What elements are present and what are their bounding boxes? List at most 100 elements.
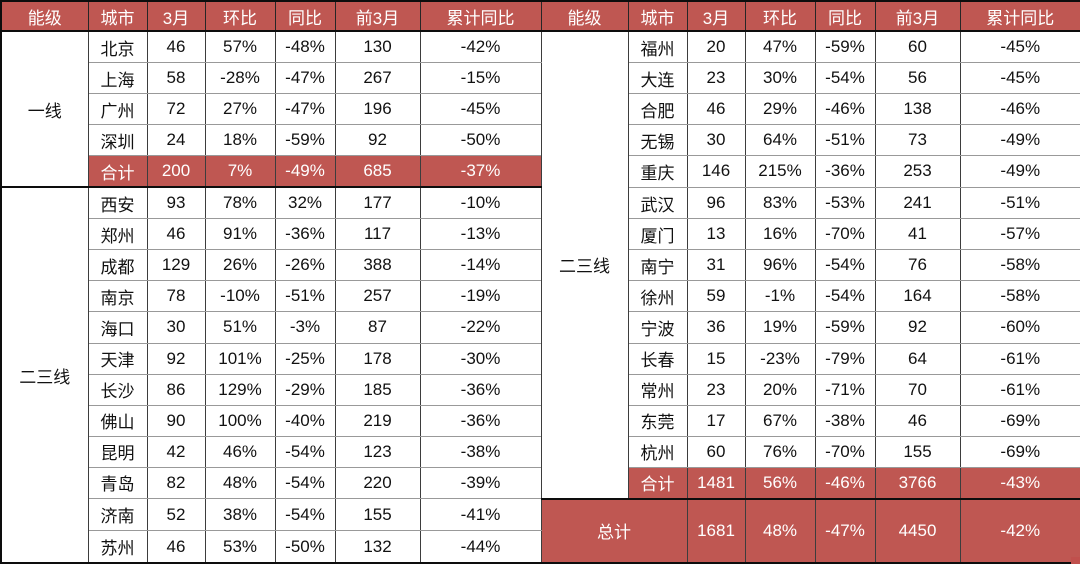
city-cell: 济南 bbox=[87, 498, 148, 532]
first3m-cell: 46 bbox=[874, 404, 961, 437]
m3-cell: 36 bbox=[686, 311, 746, 344]
cum-cell: -19% bbox=[419, 280, 542, 313]
col-header-tier: 能级 bbox=[540, 0, 629, 32]
mom-cell: 26% bbox=[204, 249, 276, 282]
city-cell: 青岛 bbox=[87, 466, 148, 500]
city-cell: 杭州 bbox=[627, 435, 688, 468]
yoy-cell: -3% bbox=[274, 311, 336, 344]
first3m-cell: 177 bbox=[334, 186, 421, 220]
first3m-cell: 3766 bbox=[874, 466, 961, 500]
yoy-cell: -38% bbox=[814, 404, 876, 437]
mom-cell: 56% bbox=[744, 466, 816, 500]
first3m-cell: 220 bbox=[334, 466, 421, 500]
header-row: 能级 城市 3月 环比 同比 前3月 累计同比 能级 城市 3月 环比 同比 前… bbox=[0, 0, 1080, 32]
first3m-cell: 73 bbox=[874, 124, 961, 157]
m3-cell: 60 bbox=[686, 435, 746, 468]
m3-cell: 96 bbox=[686, 186, 746, 220]
city-cell: 西安 bbox=[87, 186, 148, 220]
yoy-cell: -46% bbox=[814, 93, 876, 126]
m3-cell: 90 bbox=[146, 404, 206, 437]
city-cell: 广州 bbox=[87, 93, 148, 126]
yoy-cell: -54% bbox=[274, 498, 336, 532]
m3-cell: 146 bbox=[686, 155, 746, 188]
yoy-cell: -70% bbox=[814, 218, 876, 251]
col-header-first3m: 前3月 bbox=[334, 0, 421, 32]
mom-cell: 7% bbox=[204, 155, 276, 189]
table-row: 苏州 46 53% -50% 132 -44% bbox=[1, 530, 1080, 564]
cum-cell: -49% bbox=[959, 155, 1080, 188]
mom-cell: 38% bbox=[204, 498, 276, 532]
m3-cell: 1481 bbox=[686, 466, 746, 500]
first3m-cell: 185 bbox=[334, 373, 421, 406]
m3-cell: 23 bbox=[686, 373, 746, 406]
cum-cell: -58% bbox=[959, 249, 1080, 282]
first3m-cell: 92 bbox=[334, 124, 421, 157]
yoy-cell: -54% bbox=[814, 249, 876, 282]
col-header-tier: 能级 bbox=[0, 0, 89, 32]
first3m-cell: 164 bbox=[874, 280, 961, 313]
yoy-cell: -49% bbox=[274, 155, 336, 189]
cum-cell: -41% bbox=[419, 498, 542, 532]
first3m-cell: 70 bbox=[874, 373, 961, 406]
table-row: 成都 129 26% -26% 388 -14% 南宁 31 96% -54% … bbox=[1, 249, 1080, 282]
mom-cell: 64% bbox=[744, 124, 816, 157]
city-cell: 常州 bbox=[627, 373, 688, 406]
table-row: 深圳 24 18% -59% 92 -50% 无锡 30 64% -51% 73… bbox=[1, 124, 1080, 157]
yoy-cell: -25% bbox=[274, 342, 336, 375]
col-header-first3m: 前3月 bbox=[874, 0, 961, 32]
cum-cell: -45% bbox=[419, 93, 542, 126]
city-cell: 佛山 bbox=[87, 404, 148, 437]
mom-cell: 18% bbox=[204, 124, 276, 157]
m3-cell: 24 bbox=[146, 124, 206, 157]
cum-cell: -51% bbox=[959, 186, 1080, 220]
cum-cell: -46% bbox=[959, 93, 1080, 126]
m3-cell: 58 bbox=[146, 62, 206, 95]
cum-cell: -22% bbox=[419, 311, 542, 344]
yoy-cell: -26% bbox=[274, 249, 336, 282]
first3m-cell: 241 bbox=[874, 186, 961, 220]
m3-cell: 200 bbox=[146, 155, 206, 189]
m3-cell: 46 bbox=[146, 530, 206, 564]
table-row: 海口 30 51% -3% 87 -22% 宁波 36 19% -59% 92 … bbox=[1, 311, 1080, 344]
mom-cell: 100% bbox=[204, 404, 276, 437]
yoy-cell: -47% bbox=[274, 93, 336, 126]
m3-cell: 46 bbox=[146, 218, 206, 251]
cum-cell: -30% bbox=[419, 342, 542, 375]
yoy-cell: -79% bbox=[814, 342, 876, 375]
first3m-cell: 155 bbox=[874, 435, 961, 468]
table-row: 广州 72 27% -47% 196 -45% 合肥 46 29% -46% 1… bbox=[1, 93, 1080, 126]
yoy-cell: -36% bbox=[274, 218, 336, 251]
mom-cell: 19% bbox=[744, 311, 816, 344]
table-row: 郑州 46 91% -36% 117 -13% 厦门 13 16% -70% 4… bbox=[1, 218, 1080, 251]
city-cell: 合肥 bbox=[627, 93, 688, 126]
m3-cell: 30 bbox=[686, 124, 746, 157]
cum-cell: -42% bbox=[419, 30, 542, 64]
mom-cell: 83% bbox=[744, 186, 816, 220]
first3m-cell: 87 bbox=[334, 311, 421, 344]
m3-cell: 13 bbox=[686, 218, 746, 251]
mom-cell: 47% bbox=[744, 30, 816, 64]
col-header-march: 3月 bbox=[686, 0, 746, 32]
first3m-cell: 253 bbox=[874, 155, 961, 188]
tier-cell-tier23-left: 二三线 bbox=[0, 186, 89, 564]
m3-cell: 59 bbox=[686, 280, 746, 313]
city-cell: 上海 bbox=[87, 62, 148, 95]
table-row: 昆明 42 46% -54% 123 -38% 杭州 60 76% -70% 1… bbox=[1, 435, 1080, 468]
mom-cell: 20% bbox=[744, 373, 816, 406]
yoy-cell: -59% bbox=[274, 124, 336, 157]
cum-cell: -61% bbox=[959, 342, 1080, 375]
city-cell: 徐州 bbox=[627, 280, 688, 313]
yoy-cell: -36% bbox=[814, 155, 876, 188]
yoy-cell: -71% bbox=[814, 373, 876, 406]
cum-cell: -57% bbox=[959, 218, 1080, 251]
first3m-cell: 155 bbox=[334, 498, 421, 532]
cum-cell: -58% bbox=[959, 280, 1080, 313]
table-row: 青岛 82 48% -54% 220 -39% 合计 1481 56% -46%… bbox=[1, 466, 1080, 500]
col-header-mom: 环比 bbox=[204, 0, 276, 32]
m3-cell: 78 bbox=[146, 280, 206, 313]
city-cell: 东莞 bbox=[627, 404, 688, 437]
mom-cell: 96% bbox=[744, 249, 816, 282]
yoy-cell: -29% bbox=[274, 373, 336, 406]
cum-cell: -13% bbox=[419, 218, 542, 251]
